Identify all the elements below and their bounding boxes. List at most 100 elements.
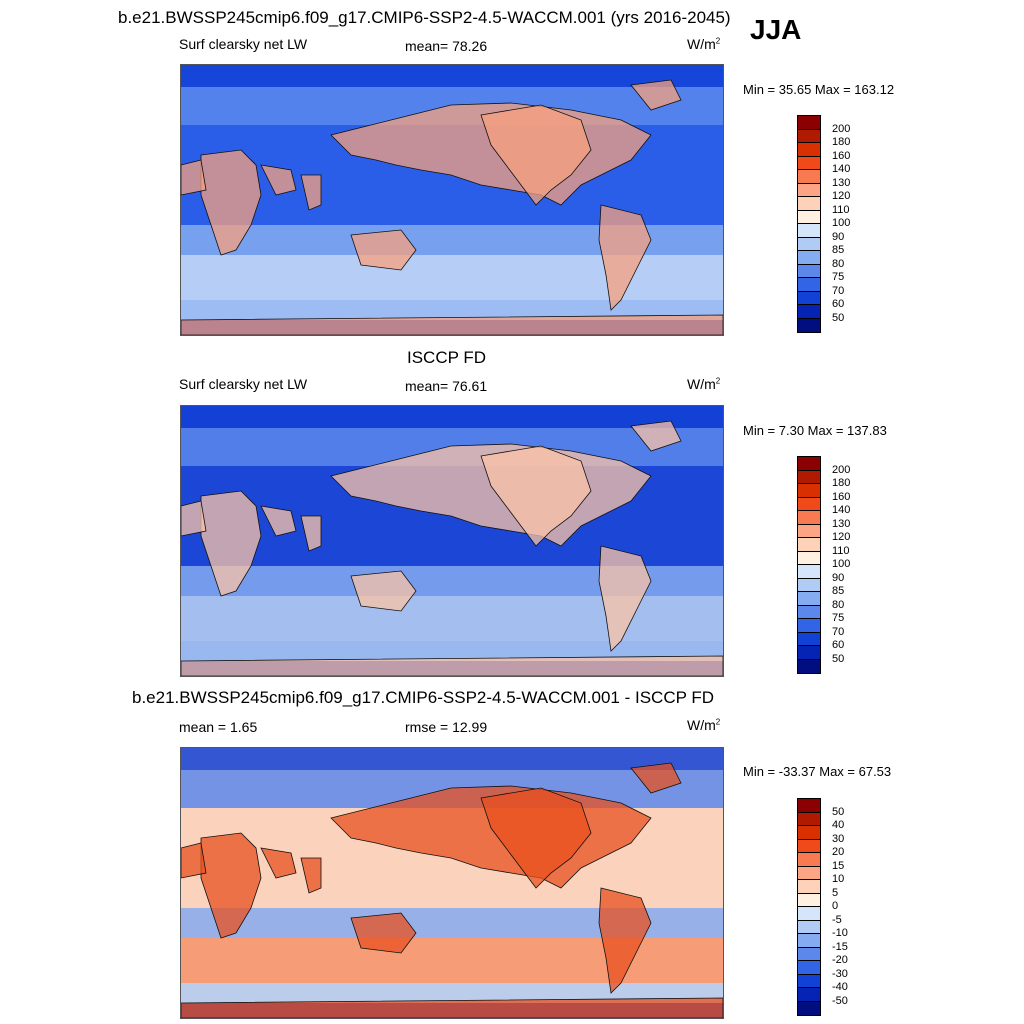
colorbar-swatch: [798, 251, 820, 265]
panel-3-minmax: Min = -33.37 Max = 67.53: [743, 764, 892, 779]
continent-outline: [480, 104, 592, 206]
continent-outline: [350, 912, 417, 954]
colorbar-tick-label: 50: [832, 805, 845, 818]
panel-2-mean-label: mean= 76.61: [405, 378, 488, 394]
continent-outline: [480, 445, 592, 547]
panel-1-mean-label: mean= 78.26: [405, 38, 488, 54]
colorbar-swatch: [798, 156, 820, 170]
latitude-band: [181, 641, 723, 661]
continent-outline: [200, 149, 262, 256]
continent-outline: [200, 832, 262, 939]
colorbar-tick-label: 85: [832, 585, 845, 597]
colorbar-tick-label: 50: [832, 652, 845, 665]
map-field: [181, 406, 723, 676]
colorbar-swatch: [798, 305, 820, 319]
panel-3-rmse-label: rmse = 12.99: [405, 719, 488, 735]
colorbar-tick-label: 140: [832, 163, 851, 175]
colorbar-tick-label: 10: [832, 873, 845, 885]
colorbar-tick-label: 160: [832, 149, 851, 162]
colorbar-swatch: [798, 961, 820, 975]
season-label: JJA: [750, 14, 802, 45]
colorbar-tick-label: 140: [832, 504, 851, 516]
colorbar-tick-label: 90: [832, 230, 845, 243]
colorbar-tick-label: -5: [832, 913, 842, 926]
panel-2-map: [180, 405, 724, 677]
colorbar-swatch: [798, 484, 820, 498]
colorbar-tick-label: -40: [832, 981, 848, 993]
panel-3-title: b.e21.BWSSP245cmip6.f09_g17.CMIP6-SSP2-4…: [132, 688, 715, 707]
colorbar-swatch: [798, 129, 820, 143]
colorbar-swatch: [798, 907, 820, 921]
continent-outline: [480, 787, 592, 889]
continent-outline: [260, 505, 322, 552]
colorbar-swatch: [798, 853, 820, 867]
colorbar-tick-label: 200: [832, 463, 851, 476]
colorbar-swatch: [798, 565, 820, 579]
colorbar-tick-label: 30: [832, 832, 845, 845]
colorbar-swatch: [798, 947, 820, 961]
colorbar-swatch: [798, 632, 820, 646]
panel-2-title: ISCCP FD: [407, 348, 487, 367]
continent-outline: [350, 570, 417, 612]
panel-1-minmax: Min = 35.65 Max = 163.12: [743, 82, 895, 97]
colorbar-tick-label: 50: [832, 311, 845, 324]
colorbar-swatch: [798, 880, 820, 894]
colorbar-swatch: [798, 183, 820, 197]
continent-outline: [181, 500, 207, 537]
colorbar-swatch: [798, 457, 820, 471]
colorbar-swatch: [798, 988, 820, 1002]
colorbar-tick-label: 100: [832, 217, 851, 229]
latitude-band: [181, 596, 723, 641]
panel-3-map: [180, 747, 724, 1019]
colorbar-tick-label: 0: [832, 900, 839, 912]
colorbar-tick-label: -15: [832, 940, 848, 953]
map-field: [181, 748, 723, 1018]
colorbar-swatch: [798, 170, 820, 184]
colorbar-tick-label: 110: [832, 544, 850, 557]
colorbar-swatch: [798, 866, 820, 880]
panel-1-map: [180, 64, 724, 336]
colorbar-swatch: [798, 592, 820, 606]
colorbar-swatch: [798, 538, 820, 552]
colorbar-swatch: [798, 839, 820, 853]
colorbar-tick-label: 100: [832, 558, 851, 570]
colorbar-tick-label: 60: [832, 639, 845, 651]
latitude-band: [181, 983, 723, 1003]
panel-2-variable-label: Surf clearsky net LW: [179, 376, 308, 392]
panel-1-units: W/m2: [687, 36, 721, 52]
continent-outline: [630, 420, 682, 452]
panel-3-mean-label: mean = 1.65: [179, 719, 258, 735]
colorbar-tick-label: 80: [832, 598, 845, 611]
panel-1-title: b.e21.BWSSP245cmip6.f09_g17.CMIP6-SSP2-4…: [118, 8, 731, 27]
colorbar-tick-label: 120: [832, 531, 851, 543]
latitude-band: [181, 748, 723, 770]
map-field: [181, 65, 723, 335]
colorbar-swatch: [798, 197, 820, 211]
panel-2-units: W/m2: [687, 376, 721, 392]
panel-1-variable-label: Surf clearsky net LW: [179, 36, 308, 52]
colorbar-swatch: [798, 551, 820, 565]
colorbar-tick-label: 120: [832, 190, 851, 202]
colorbar-swatch: [798, 920, 820, 934]
colorbar-tick-label: 60: [832, 298, 845, 310]
colorbar-swatch: [798, 116, 820, 130]
colorbar-swatch: [798, 578, 820, 592]
colorbar-tick-label: 160: [832, 490, 851, 503]
colorbar-swatch: [798, 237, 820, 251]
continent-outline: [260, 847, 322, 894]
panel-3-units: W/m2: [687, 717, 721, 733]
colorbar-swatch: [798, 524, 820, 538]
colorbar-swatch: [798, 893, 820, 907]
colorbar-tick-label: 85: [832, 244, 845, 256]
colorbar-swatch: [798, 210, 820, 224]
colorbar-tick-label: 70: [832, 284, 845, 297]
continent-outline: [598, 204, 652, 311]
panel-1-colorbar: [797, 115, 821, 333]
continent-outline: [598, 545, 652, 652]
continent-outline: [200, 490, 262, 597]
colorbar-tick-label: 130: [832, 517, 851, 530]
colorbar-tick-label: 90: [832, 571, 845, 584]
colorbar-swatch: [798, 278, 820, 292]
colorbar-tick-label: 15: [832, 859, 845, 872]
colorbar-swatch: [798, 619, 820, 633]
